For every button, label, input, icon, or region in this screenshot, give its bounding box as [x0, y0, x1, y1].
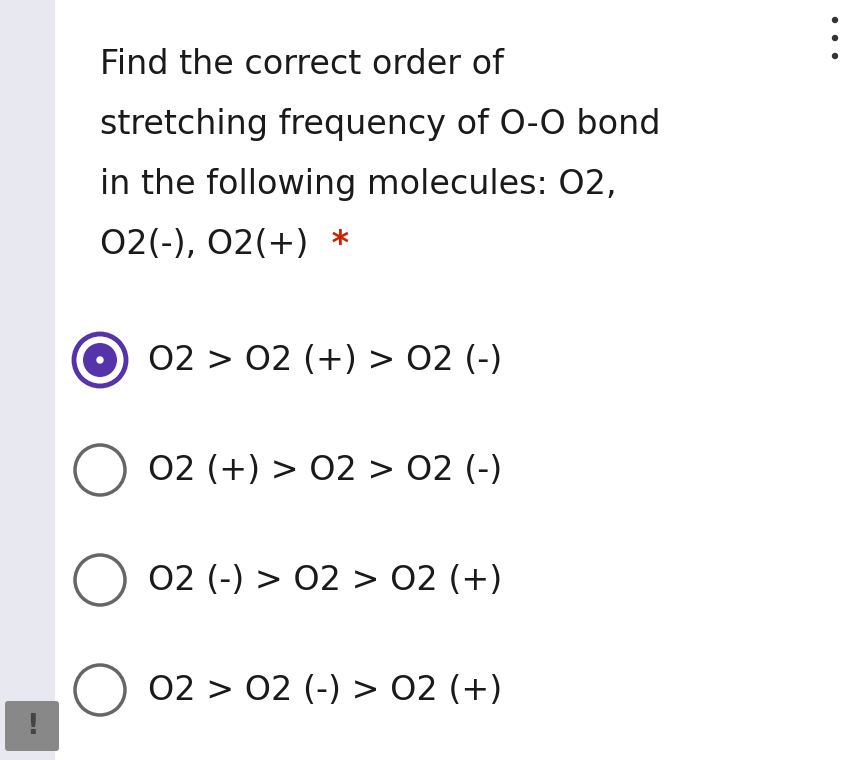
Circle shape [831, 53, 836, 59]
Text: O2 (-) > O2 > O2 (+): O2 (-) > O2 > O2 (+) [148, 563, 501, 597]
Ellipse shape [83, 343, 116, 377]
Circle shape [831, 17, 836, 23]
Text: stretching frequency of O-O bond: stretching frequency of O-O bond [100, 108, 660, 141]
Text: O2(-), O2(+): O2(-), O2(+) [100, 228, 308, 261]
Text: !: ! [25, 712, 38, 740]
Text: O2 (+) > O2 > O2 (-): O2 (+) > O2 > O2 (-) [148, 454, 501, 486]
Text: Find the correct order of: Find the correct order of [100, 48, 503, 81]
Text: *: * [320, 228, 349, 261]
Text: O2 > O2 (-) > O2 (+): O2 > O2 (-) > O2 (+) [148, 673, 501, 707]
Text: in the following molecules: O2,: in the following molecules: O2, [100, 168, 616, 201]
Circle shape [97, 357, 103, 363]
Circle shape [831, 36, 836, 40]
Text: O2 > O2 (+) > O2 (-): O2 > O2 (+) > O2 (-) [148, 344, 501, 376]
Bar [0, 0, 55, 760]
FancyBboxPatch shape [5, 701, 59, 751]
